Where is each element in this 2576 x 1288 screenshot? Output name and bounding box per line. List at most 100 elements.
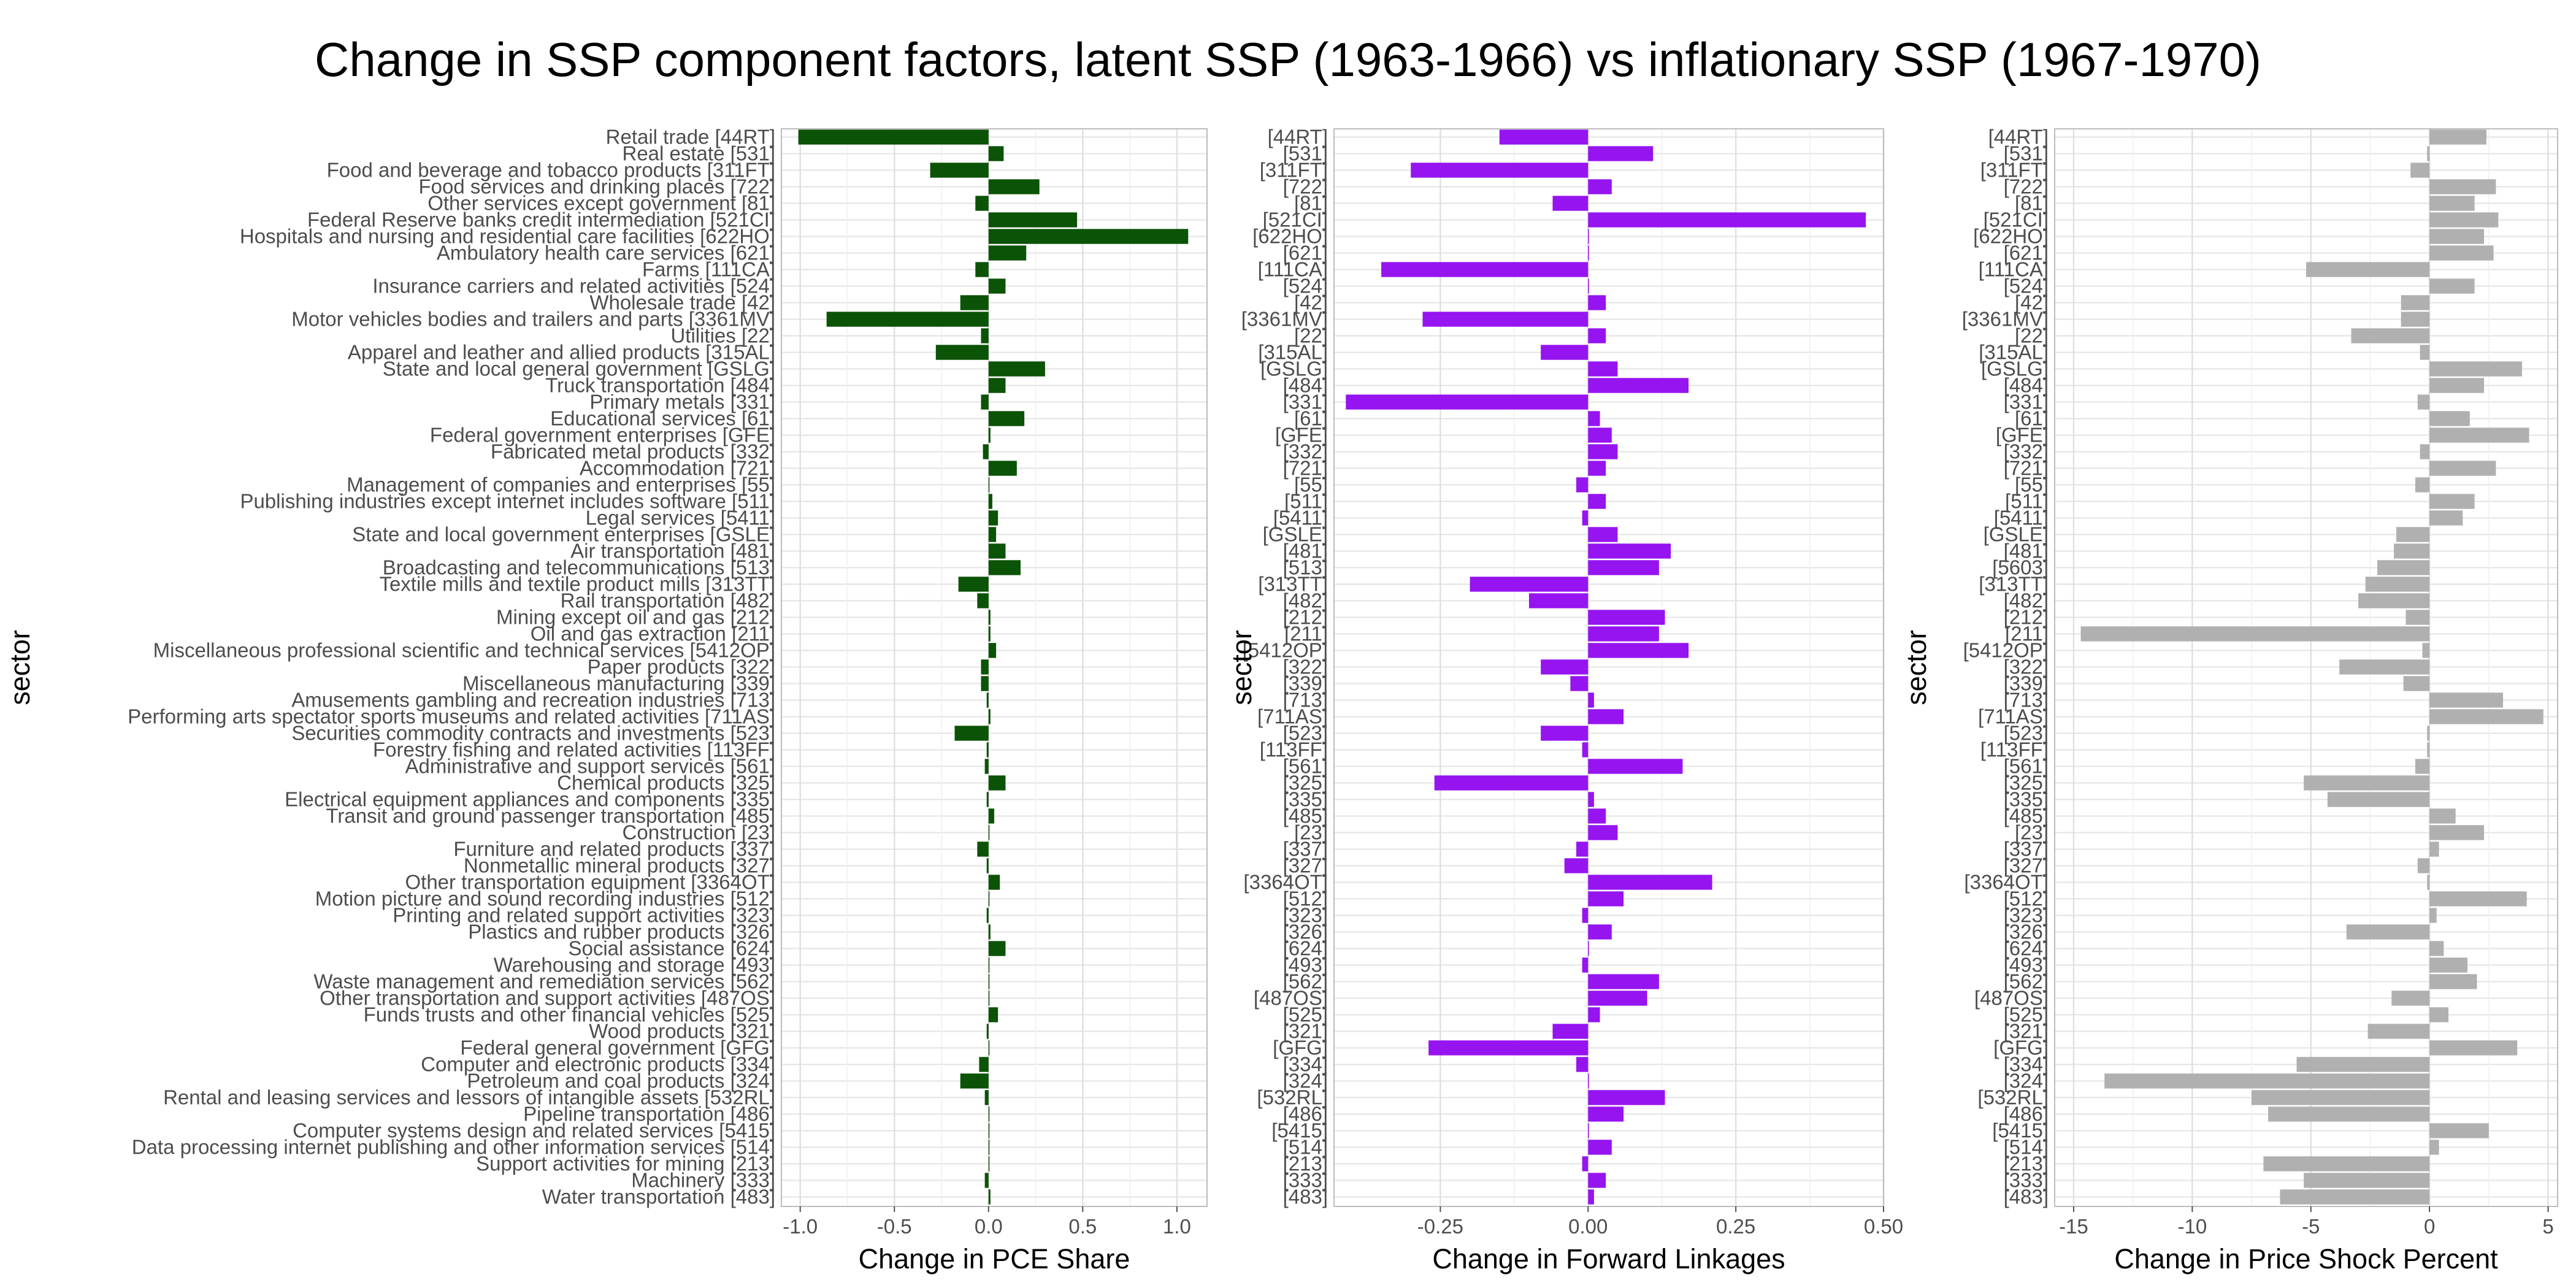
bar <box>2427 726 2430 741</box>
y-tick-label: Mining except oil and gas [212] <box>496 606 775 629</box>
y-tick-label: [624] <box>1283 937 1328 960</box>
x-tick-label: 0.25 <box>1716 1215 1755 1238</box>
bar <box>1576 477 1589 493</box>
y-tick-label: [5412OP] <box>1963 639 2049 662</box>
bar <box>1582 1156 1589 1171</box>
y-tick-label: [113FF] <box>1260 738 1328 761</box>
bar <box>1588 411 1600 426</box>
bar <box>984 1090 989 1105</box>
bar <box>2401 312 2430 327</box>
bar <box>2429 1007 2449 1022</box>
y-tick-label: [486] <box>1283 1103 1328 1125</box>
bar <box>1541 659 1589 675</box>
y-tick-label: Rental and leasing services and lessors … <box>163 1086 775 1109</box>
bar <box>2429 411 2470 426</box>
y-tick-label: [GFE] <box>1996 424 2049 447</box>
y-tick-label: [5411] <box>1994 507 2049 529</box>
y-tick-label: [511] <box>2005 490 2049 513</box>
y-tick-label: [334] <box>2004 1053 2049 1076</box>
y-tick-label: Furniture and related products [337] <box>453 838 775 861</box>
bar <box>988 875 1000 890</box>
y-tick-label: Paper products [322] <box>588 656 775 678</box>
y-tick-label: Social assistance [624] <box>568 937 775 960</box>
bar <box>2427 742 2430 757</box>
y-tick-label: Other transportation and support activit… <box>320 987 775 1010</box>
bar <box>1588 146 1654 161</box>
bar <box>2263 1156 2430 1171</box>
y-tick-label: [322] <box>1283 656 1328 678</box>
y-tick-label: [61] <box>1294 407 1328 430</box>
y-tick-label: [323] <box>2004 904 2049 927</box>
x-tick-label: -1.0 <box>783 1215 818 1238</box>
bar <box>988 245 1027 261</box>
bar <box>988 1040 990 1056</box>
y-tick-label: [61] <box>2015 407 2049 430</box>
y-tick-label: Federal government enterprises [GFE] <box>430 424 775 447</box>
y-tick-label: Farms [111CA] <box>642 258 775 281</box>
y-tick-label: [622HO] <box>1973 225 2049 248</box>
y-tick-label: [525] <box>2004 1003 2049 1026</box>
y-tick-label: [326] <box>1283 921 1328 943</box>
y-tick-label: [514] <box>2004 1136 2049 1159</box>
bar <box>2429 891 2527 907</box>
y-tick-label: Transit and ground passenger transportat… <box>326 805 775 827</box>
panel-border <box>1333 128 1884 1207</box>
y-tick-label: Support activities for mining [213] <box>476 1152 775 1175</box>
y-tick-label: [621] <box>2004 242 2049 264</box>
y-tick-label: [532RL] <box>1257 1086 1328 1109</box>
y-tick-label: [321] <box>1283 1020 1328 1043</box>
bar <box>1552 1024 1589 1039</box>
y-tick-label: [311FT] <box>1980 159 2049 182</box>
y-tick-label: Miscellaneous manufacturing [339] <box>462 672 775 695</box>
bar <box>981 328 989 343</box>
bar <box>988 560 1021 575</box>
bar <box>2429 196 2475 211</box>
y-tick-label: Apparel and leather and allied products … <box>348 341 775 364</box>
bar <box>1588 1106 1624 1122</box>
y-tick-label: Construction [23] <box>623 821 775 844</box>
x-tick-label: -5 <box>2302 1215 2320 1238</box>
x-tick-label: -0.5 <box>877 1215 912 1238</box>
y-tick-label: [22] <box>2015 324 2049 347</box>
bar <box>988 179 1040 194</box>
bar <box>2429 278 2475 294</box>
y-tick-label: Legal services [5411] <box>586 507 775 529</box>
bar <box>986 858 989 873</box>
bar <box>2427 875 2430 890</box>
y-tick-label: Motion picture and sound recording indus… <box>315 887 775 910</box>
y-tick-label: Wholesale trade [42] <box>589 291 775 314</box>
x-tick-label: -10 <box>2177 1215 2207 1238</box>
y-tick-label: [713] <box>2004 689 2049 711</box>
y-tick-label: [GFG] <box>1273 1037 1328 1059</box>
forward-linkages-panel: [44RT][531][311FT][722][81][521CI][622HO… <box>1226 126 1903 1275</box>
bar <box>988 1189 991 1205</box>
y-tick-label: [55] <box>2015 473 2049 496</box>
y-tick-label: [337] <box>2004 838 2049 861</box>
y-tick-label: [493] <box>2004 954 2049 976</box>
bar <box>1588 245 1589 261</box>
y-tick-label: [531] <box>1283 142 1328 165</box>
bar <box>2415 759 2430 774</box>
bar <box>1588 1090 1665 1105</box>
bar <box>954 726 989 741</box>
bar <box>1588 891 1624 907</box>
y-tick-label: [334] <box>1283 1053 1328 1076</box>
bar <box>2429 692 2504 708</box>
y-tick-label: Retail trade [44RT] <box>606 126 775 148</box>
y-tick-label: [482] <box>1283 589 1328 612</box>
bar <box>988 411 1025 426</box>
y-tick-label: [721] <box>2004 457 2049 480</box>
bar <box>981 676 989 691</box>
y-tick-label: Computer systems design and related serv… <box>293 1119 775 1142</box>
bar <box>2104 1073 2430 1089</box>
bar <box>1588 825 1618 840</box>
bar <box>2429 179 2496 194</box>
bar <box>988 361 1045 377</box>
y-tick-label: [512] <box>1283 887 1328 910</box>
bar <box>2429 129 2486 145</box>
y-tick-label: [113FF] <box>1980 738 2049 761</box>
y-tick-label: [524] <box>2004 275 2049 297</box>
y-tick-label: [311FT] <box>1260 159 1328 182</box>
x-tick-label: -0.25 <box>1417 1215 1463 1238</box>
bar <box>2080 626 2430 642</box>
